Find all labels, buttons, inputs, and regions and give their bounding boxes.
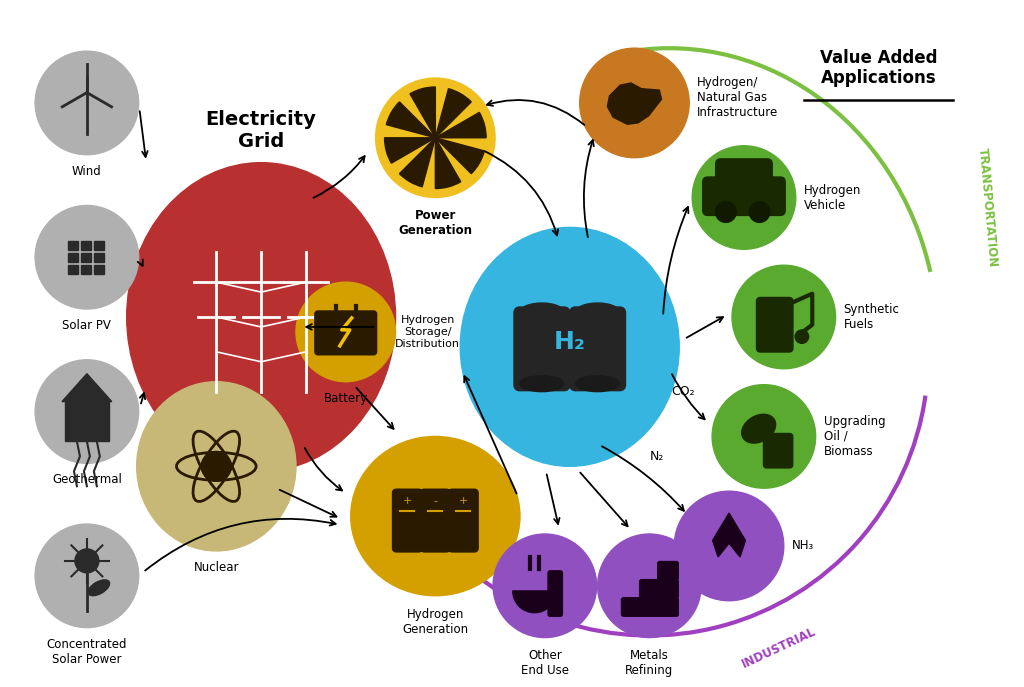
Circle shape: [598, 534, 701, 638]
Circle shape: [750, 202, 770, 223]
Text: Synthetic
Fuels: Synthetic Fuels: [844, 303, 899, 331]
Text: INDUSTRIAL: INDUSTRIAL: [739, 624, 818, 671]
Polygon shape: [607, 83, 662, 124]
Circle shape: [35, 51, 138, 155]
Bar: [94, 265, 103, 274]
Circle shape: [35, 360, 138, 463]
Polygon shape: [62, 374, 112, 402]
FancyBboxPatch shape: [640, 580, 660, 598]
FancyBboxPatch shape: [764, 433, 793, 468]
Text: N₂: N₂: [649, 450, 664, 463]
Wedge shape: [399, 138, 435, 187]
FancyBboxPatch shape: [421, 489, 451, 552]
Text: H₂: H₂: [554, 330, 586, 354]
Text: Metals
Refining: Metals Refining: [626, 649, 674, 677]
Text: Nuclear: Nuclear: [194, 561, 239, 574]
Circle shape: [494, 534, 597, 638]
Polygon shape: [713, 513, 745, 557]
Text: Hydrogen
Storage/
Distribution: Hydrogen Storage/ Distribution: [395, 315, 460, 348]
Circle shape: [35, 205, 138, 309]
Bar: [68, 265, 78, 274]
Circle shape: [296, 282, 395, 382]
Wedge shape: [410, 87, 435, 138]
FancyBboxPatch shape: [640, 598, 660, 616]
Circle shape: [35, 524, 138, 628]
Circle shape: [796, 330, 809, 344]
Text: Concentrated
Solar Power: Concentrated Solar Power: [47, 638, 127, 666]
FancyBboxPatch shape: [657, 598, 678, 616]
FancyBboxPatch shape: [449, 489, 478, 552]
Text: Hydrogen/
Natural Gas
Infrastructure: Hydrogen/ Natural Gas Infrastructure: [697, 76, 778, 120]
Text: CO₂: CO₂: [672, 385, 695, 398]
FancyBboxPatch shape: [514, 307, 569, 391]
Circle shape: [580, 48, 689, 158]
Text: Value Added
Applications: Value Added Applications: [819, 49, 937, 87]
FancyBboxPatch shape: [716, 159, 772, 187]
Wedge shape: [386, 102, 435, 138]
FancyBboxPatch shape: [657, 561, 678, 580]
Bar: [68, 254, 78, 262]
Text: Upgrading
Oil /
Biomass: Upgrading Oil / Biomass: [823, 415, 885, 458]
Text: +: +: [459, 496, 468, 506]
FancyBboxPatch shape: [757, 297, 793, 352]
Text: TRANSPORTATION: TRANSPORTATION: [976, 147, 999, 268]
Ellipse shape: [520, 376, 564, 392]
FancyBboxPatch shape: [392, 489, 423, 552]
Bar: [94, 241, 103, 250]
Ellipse shape: [520, 303, 564, 321]
Text: Electricity
Grid: Electricity Grid: [206, 110, 316, 150]
Text: Geothermal: Geothermal: [52, 473, 122, 486]
Wedge shape: [435, 138, 461, 188]
Ellipse shape: [136, 382, 296, 551]
Circle shape: [716, 202, 736, 223]
FancyBboxPatch shape: [622, 598, 642, 616]
Wedge shape: [385, 138, 435, 164]
Circle shape: [75, 549, 99, 573]
Text: Other
End Use: Other End Use: [521, 649, 569, 677]
Bar: [81, 265, 91, 274]
FancyBboxPatch shape: [315, 311, 377, 354]
FancyBboxPatch shape: [548, 571, 562, 616]
Ellipse shape: [575, 376, 620, 392]
Ellipse shape: [460, 227, 679, 466]
FancyBboxPatch shape: [657, 580, 678, 598]
Text: Hydrogen
Generation: Hydrogen Generation: [402, 608, 468, 635]
Circle shape: [674, 491, 783, 600]
Wedge shape: [435, 89, 471, 138]
Circle shape: [732, 265, 836, 369]
FancyBboxPatch shape: [702, 177, 785, 216]
Circle shape: [712, 385, 816, 488]
Text: NH₃: NH₃: [792, 539, 814, 552]
Text: Wind: Wind: [72, 165, 101, 178]
Wedge shape: [435, 138, 484, 174]
Circle shape: [376, 78, 495, 197]
Text: +: +: [402, 496, 412, 506]
Circle shape: [202, 451, 231, 482]
Ellipse shape: [575, 303, 620, 321]
Text: Hydrogen
Vehicle: Hydrogen Vehicle: [804, 183, 861, 212]
Text: Power
Generation: Power Generation: [398, 210, 472, 238]
Ellipse shape: [127, 163, 395, 471]
Ellipse shape: [88, 580, 110, 596]
Ellipse shape: [741, 414, 775, 443]
Text: Solar PV: Solar PV: [62, 319, 112, 332]
Wedge shape: [435, 113, 486, 138]
Text: Battery: Battery: [324, 392, 368, 405]
Bar: [68, 241, 78, 250]
Ellipse shape: [351, 436, 520, 596]
Circle shape: [692, 146, 796, 249]
FancyBboxPatch shape: [569, 307, 626, 391]
FancyBboxPatch shape: [65, 402, 109, 442]
Wedge shape: [513, 591, 556, 613]
Bar: [94, 254, 103, 262]
Bar: [81, 254, 91, 262]
Bar: [81, 241, 91, 250]
Text: -: -: [433, 496, 437, 506]
